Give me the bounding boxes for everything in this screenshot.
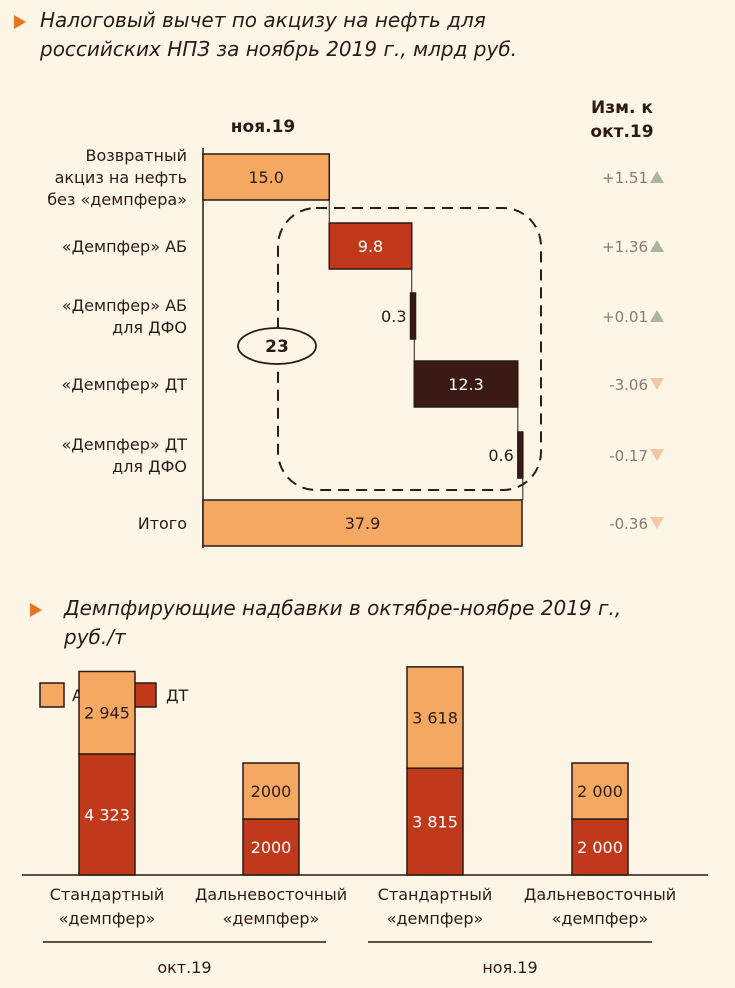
bar-value-label-ab: 2 000 <box>577 782 623 801</box>
dashed-group-box <box>277 207 542 491</box>
category-label: акциз на нефть <box>55 168 187 187</box>
chart2-title-line2: руб./т <box>64 625 126 649</box>
category-label: «Демпфер» ДТ <box>62 435 188 454</box>
bar-value-label-dt: 4 323 <box>84 805 130 824</box>
triangle-down-icon <box>650 449 664 461</box>
triangle-down-icon <box>650 517 664 529</box>
chart1-title-line2: российских НПЗ за ноябрь 2019 г., млрд р… <box>40 37 518 61</box>
col-header: ноя.19 <box>231 117 295 137</box>
waterfall-bar <box>517 431 524 479</box>
group-label: ноя.19 <box>482 958 537 977</box>
bar-value-label: 9.8 <box>358 237 383 256</box>
change-value: -3.06 <box>609 376 648 394</box>
bar-segment-dt <box>406 767 464 876</box>
waterfall-bar <box>202 153 331 201</box>
bar-category-label: «демпфер» <box>59 909 156 928</box>
triangle-up-icon <box>650 310 664 322</box>
bar-category-label: Дальневосточный <box>524 885 676 904</box>
triangle-down-icon <box>650 378 664 390</box>
bar-category-label: Стандартный <box>50 885 165 904</box>
total-oval <box>237 327 317 365</box>
waterfall-chart: ноя.19 Изм. к окт.19 23 15.0 Возвратный акциз … <box>47 98 664 548</box>
bar-value-label: 15.0 <box>248 168 284 187</box>
triangle-up-icon <box>650 171 664 183</box>
bar-category-label: «демпфер» <box>223 909 320 928</box>
bar-segment-dt <box>78 753 136 876</box>
change-value: -0.36 <box>609 515 648 533</box>
bar-category-label: Стандартный <box>378 885 493 904</box>
change-header-line1: Изм. к <box>591 98 653 118</box>
group-label: окт.19 <box>157 958 211 977</box>
bar-value-label-ab: 2 945 <box>84 704 130 723</box>
change-value: +0.01 <box>602 308 648 326</box>
change-value: -0.17 <box>609 447 648 465</box>
category-label: «Демпфер» ДТ <box>62 375 188 394</box>
bar-value-label: 37.9 <box>345 514 381 533</box>
title-arrow-icon <box>30 603 42 617</box>
bar-value-label-ab: 2000 <box>251 782 292 801</box>
title-arrow-icon <box>14 15 26 29</box>
bar-category-label: «демпфер» <box>387 909 484 928</box>
chart2-title: Демпфирующие надбавки в октябре-ноябре 2… <box>64 594 621 652</box>
oval-label: 23 <box>265 337 289 357</box>
bar-value-label-dt: 3 815 <box>412 813 458 832</box>
bar-segment-dt <box>242 818 300 876</box>
bar-segment-ab <box>242 762 300 820</box>
bar-value-label: 0.3 <box>381 307 406 326</box>
waterfall-bar <box>202 499 523 547</box>
category-label: для ДФО <box>112 318 187 337</box>
chart1-title: Налоговый вычет по акцизу на нефть для р… <box>40 6 517 64</box>
waterfall-bar <box>413 360 519 408</box>
legend-label-dt: ДТ <box>166 686 189 705</box>
bar-category-label: «демпфер» <box>552 909 649 928</box>
legend-swatch-ab <box>39 682 65 708</box>
bar-category-label: Дальневосточный <box>195 885 347 904</box>
category-label: Итого <box>138 514 187 533</box>
category-label: «Демпфер» АБ <box>62 296 187 315</box>
bar-segment-ab <box>406 666 464 769</box>
category-label: для ДФО <box>112 457 187 476</box>
legend-swatch-dt <box>131 682 157 708</box>
change-value: +1.51 <box>602 169 648 187</box>
bar-segment-ab <box>571 762 629 820</box>
bar-segment-dt <box>571 818 629 876</box>
category-label: без «демпфера» <box>47 190 187 209</box>
category-label: «Демпфер» АБ <box>62 237 187 256</box>
bar-value-label: 0.6 <box>488 446 513 465</box>
category-label: Возвратный <box>86 146 187 165</box>
bar-value-label-dt: 2 000 <box>577 838 623 857</box>
bar-segment-ab <box>78 670 136 755</box>
change-value: +1.36 <box>602 238 648 256</box>
bar-value-label-ab: 3 618 <box>412 709 458 728</box>
waterfall-bar <box>409 292 417 340</box>
chart2-title-line1: Демпфирующие надбавки в октябре-ноябре 2… <box>64 596 622 620</box>
bar-value-label-dt: 2000 <box>251 838 292 857</box>
bar-value-label: 12.3 <box>448 375 484 394</box>
triangle-up-icon <box>650 240 664 252</box>
waterfall-bar <box>328 222 413 270</box>
chart1-title-line1: Налоговый вычет по акцизу на нефть для <box>40 8 486 32</box>
change-header-line2: окт.19 <box>590 122 653 142</box>
